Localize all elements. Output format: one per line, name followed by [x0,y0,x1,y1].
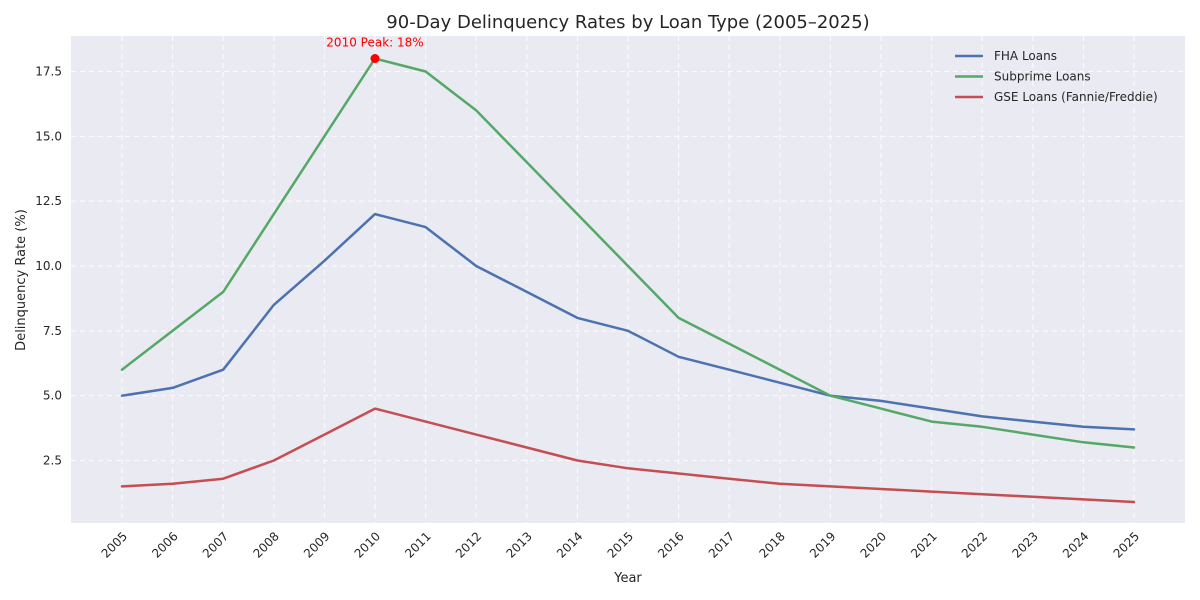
y-axis-label: Delinquency Rate (%) [14,209,29,351]
y-tick-label: 7.5 [43,324,62,338]
chart-title: 90-Day Delinquency Rates by Loan Type (2… [386,12,869,33]
series-line-gse-loans-fannie-freddie [120,407,1136,504]
peak-marker [370,54,380,64]
y-tick-label: 12.5 [35,194,62,208]
x-tick-label: 2023 [1009,529,1040,560]
x-tick-label: 2008 [250,529,281,560]
legend-label: FHA Loans [994,49,1057,63]
y-tick-label: 10.0 [35,259,62,273]
x-tick-label: 2014 [554,529,585,560]
x-tick-label: 2009 [301,529,332,560]
x-tick-label: 2025 [1111,529,1142,560]
x-tick-label: 2019 [807,529,838,560]
x-tick-label: 2024 [1060,529,1091,560]
x-tick-label: 2012 [453,529,484,560]
x-tick-label: 2016 [655,529,686,560]
x-tick-label: 2007 [200,529,231,560]
x-tick-label: 2020 [858,529,889,560]
x-tick-label: 2015 [605,529,636,560]
y-tick-label: 15.0 [35,129,62,143]
y-tick-label: 2.5 [43,454,62,468]
x-tick-label: 2021 [908,529,939,560]
x-tick-label: 2018 [756,529,787,560]
y-tick-label: 17.5 [35,65,62,79]
x-tick-label: 2011 [402,529,433,560]
legend-label: GSE Loans (Fannie/Freddie) [994,90,1158,104]
x-tick-label: 2006 [149,529,180,560]
peak-annotation: 2010 Peak: 18% [326,36,423,50]
legend-label: Subprime Loans [994,70,1091,84]
y-tick-label: 5.0 [43,389,62,403]
x-tick-label: 2022 [959,529,990,560]
x-tick-label: 2017 [706,529,737,560]
x-axis-label: Year [613,571,642,586]
x-tick-label: 2010 [352,529,383,560]
legend: FHA Loans Subprime Loans GSE Loans (Fannie… [955,49,1158,104]
x-tick-label: 2013 [503,529,534,560]
series-line-subprime-loans [120,57,1136,449]
x-tick-label: 2005 [99,529,130,560]
series-line-fha-loans [120,212,1136,431]
